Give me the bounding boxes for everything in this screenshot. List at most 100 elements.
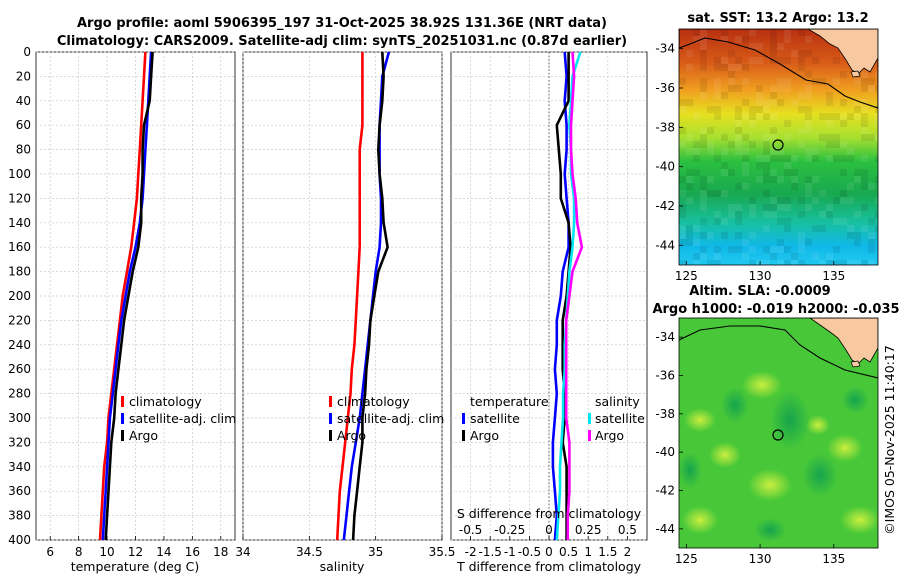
sst-pixel xyxy=(777,43,784,50)
temperature-legend: climatology satellite-adj. clim Argo xyxy=(121,394,236,443)
sst-pixel xyxy=(770,50,777,57)
sst-pixel xyxy=(721,232,728,239)
x-tick-label: 0 xyxy=(545,545,553,559)
difference-legend: temperature satellite Argo salinity sate… xyxy=(462,394,645,443)
sla-low-anomaly xyxy=(802,453,838,497)
sst-map-frame xyxy=(678,28,879,266)
sst-pixel xyxy=(700,176,707,183)
sst-pixel xyxy=(707,260,714,265)
map-lon-label: 130 xyxy=(749,552,772,566)
sst-pixel xyxy=(770,99,777,106)
x-tick-label: 6 xyxy=(46,545,54,559)
sla-bathymetry-contour xyxy=(679,325,878,379)
map-lat-label: -38 xyxy=(655,407,675,421)
sst-pixel xyxy=(763,141,770,148)
depth-tick-label: 100 xyxy=(8,167,31,181)
sst-pixel xyxy=(749,197,756,204)
map-lon-label: 135 xyxy=(822,552,845,566)
sst-pixel xyxy=(784,225,791,232)
sst-pixel xyxy=(728,246,735,253)
sst-pixel xyxy=(791,260,798,265)
sst-pixel xyxy=(770,43,777,50)
sst-pixel xyxy=(679,78,686,85)
sst-pixel xyxy=(686,225,693,232)
sst-pixel xyxy=(714,57,721,64)
sst-pixel xyxy=(868,78,875,85)
sst-pixel xyxy=(700,204,707,211)
x-tick-label: 34.5 xyxy=(296,545,323,559)
sst-pixel xyxy=(679,141,686,148)
salinity-grid xyxy=(242,51,443,541)
sst-pixel xyxy=(770,176,777,183)
sst-pixel xyxy=(700,246,707,253)
sst-pixel xyxy=(868,183,875,190)
sst-pixel xyxy=(826,113,833,120)
sst-pixel xyxy=(805,50,812,57)
sst-pixel xyxy=(833,260,840,265)
sst-pixel xyxy=(854,99,861,106)
sst-pixel xyxy=(847,260,854,265)
sst-pixel xyxy=(875,211,878,218)
sst-pixel xyxy=(770,127,777,134)
sst-pixel xyxy=(714,78,721,85)
sst-pixel xyxy=(798,260,805,265)
sst-pixel xyxy=(714,246,721,253)
map-lat-label: -42 xyxy=(655,199,675,213)
sst-pixel xyxy=(721,57,728,64)
sst-pixel xyxy=(742,162,749,169)
difference-panel: -2 -1.5 -1 -0.5 0 0.5 1 1.5 2 S difference from … xyxy=(450,51,648,574)
sla-high-anomaly xyxy=(682,506,718,534)
legend-swatch-satellite xyxy=(329,413,332,424)
sst-pixel xyxy=(693,148,700,155)
sst-pixel xyxy=(763,190,770,197)
x-tick-label: -1.5 xyxy=(478,545,501,559)
sst-pixel xyxy=(721,148,728,155)
sst-pixel xyxy=(700,232,707,239)
sst-pixel xyxy=(791,155,798,162)
sst-pixel xyxy=(735,106,742,113)
sst-pixel xyxy=(714,253,721,260)
sst-pixel xyxy=(805,71,812,78)
sst-pixel xyxy=(784,134,791,141)
sst-pixel xyxy=(777,239,784,246)
sst-pixel xyxy=(805,176,812,183)
legend-sal-argo: Argo xyxy=(337,428,366,443)
sst-pixel xyxy=(700,127,707,134)
sst-pixel xyxy=(742,134,749,141)
sst-pixel xyxy=(763,113,770,120)
x-tick-label: 18 xyxy=(213,545,228,559)
sst-pixel xyxy=(826,155,833,162)
x-tick-label: 12 xyxy=(128,545,143,559)
depth-tick-label: 40 xyxy=(16,94,31,108)
x-tick-label: 16 xyxy=(185,545,200,559)
sst-pixel xyxy=(686,197,693,204)
sst-pixel xyxy=(777,218,784,225)
sst-pixel xyxy=(714,64,721,71)
sst-pixel xyxy=(791,99,798,106)
sst-pixel xyxy=(777,176,784,183)
s-diff-tick-label: 0.25 xyxy=(575,523,602,537)
sst-pixel xyxy=(763,211,770,218)
sla-map: Altim. SLA: -0.0009 Argo h1000: -0.019 h… xyxy=(652,284,899,566)
sst-pixel xyxy=(763,106,770,113)
sst-pixel xyxy=(847,183,854,190)
depth-tick-label: 0 xyxy=(23,45,31,59)
sst-pixel xyxy=(714,85,721,92)
sst-pixel xyxy=(840,260,847,265)
legend-swatch-s-argo xyxy=(588,430,591,441)
sst-pixel xyxy=(742,253,749,260)
depth-tick-label: 140 xyxy=(8,216,31,230)
sst-pixel xyxy=(693,169,700,176)
sst-pixel xyxy=(826,134,833,141)
sst-pixel xyxy=(791,169,798,176)
sst-pixel xyxy=(749,57,756,64)
imos-credit: ©IMOS 05-Nov-2025 11:40:17 xyxy=(882,345,897,535)
sst-pixel xyxy=(763,204,770,211)
sst-pixel xyxy=(749,29,756,36)
sst-pixel xyxy=(805,120,812,127)
x-tick-label: -2 xyxy=(465,545,477,559)
temperature-series xyxy=(98,51,154,541)
sst-map: sat. SST: 13.2 Argo: 13.2 -34 -36 -38 -40 -4… xyxy=(655,11,879,283)
sst-pixel xyxy=(721,162,728,169)
depth-tick-label: 360 xyxy=(8,484,31,498)
